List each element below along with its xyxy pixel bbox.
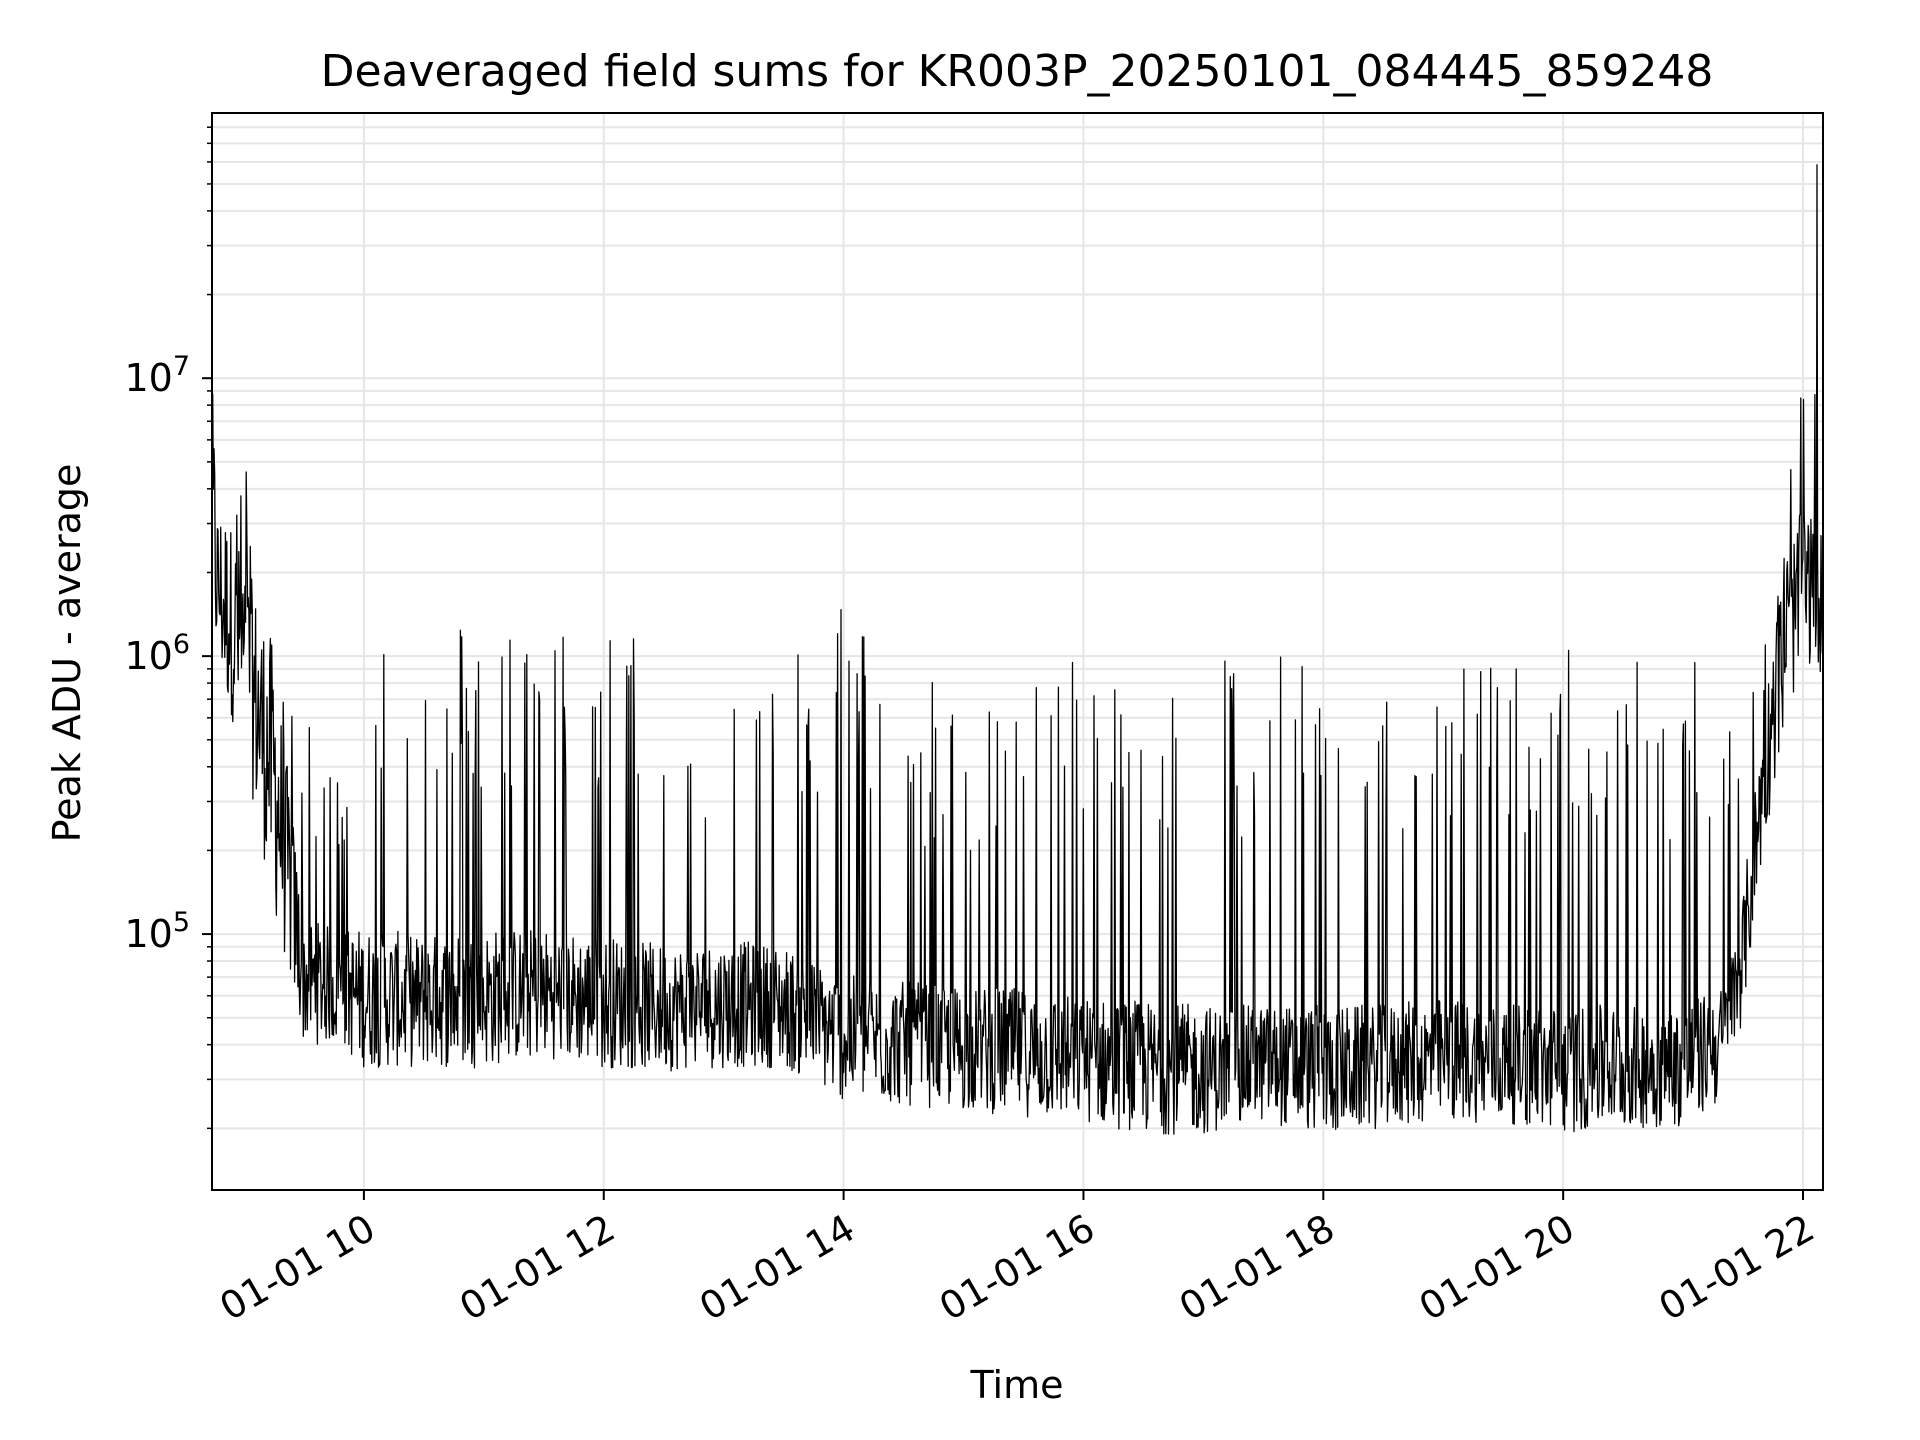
y-axis-label: Peak ADU - average <box>45 464 89 843</box>
series-path <box>211 164 1824 1135</box>
series-line <box>211 164 1824 1135</box>
chart-title: Deaveraged field sums for KR003P_2025010… <box>321 46 1714 97</box>
x-axis-label: Time <box>970 1363 1064 1407</box>
y-tick-label: 107 <box>124 351 190 400</box>
y-tick-label: 105 <box>124 907 190 956</box>
axes-frame <box>211 112 1824 1191</box>
y-tick-label: 106 <box>124 629 190 678</box>
